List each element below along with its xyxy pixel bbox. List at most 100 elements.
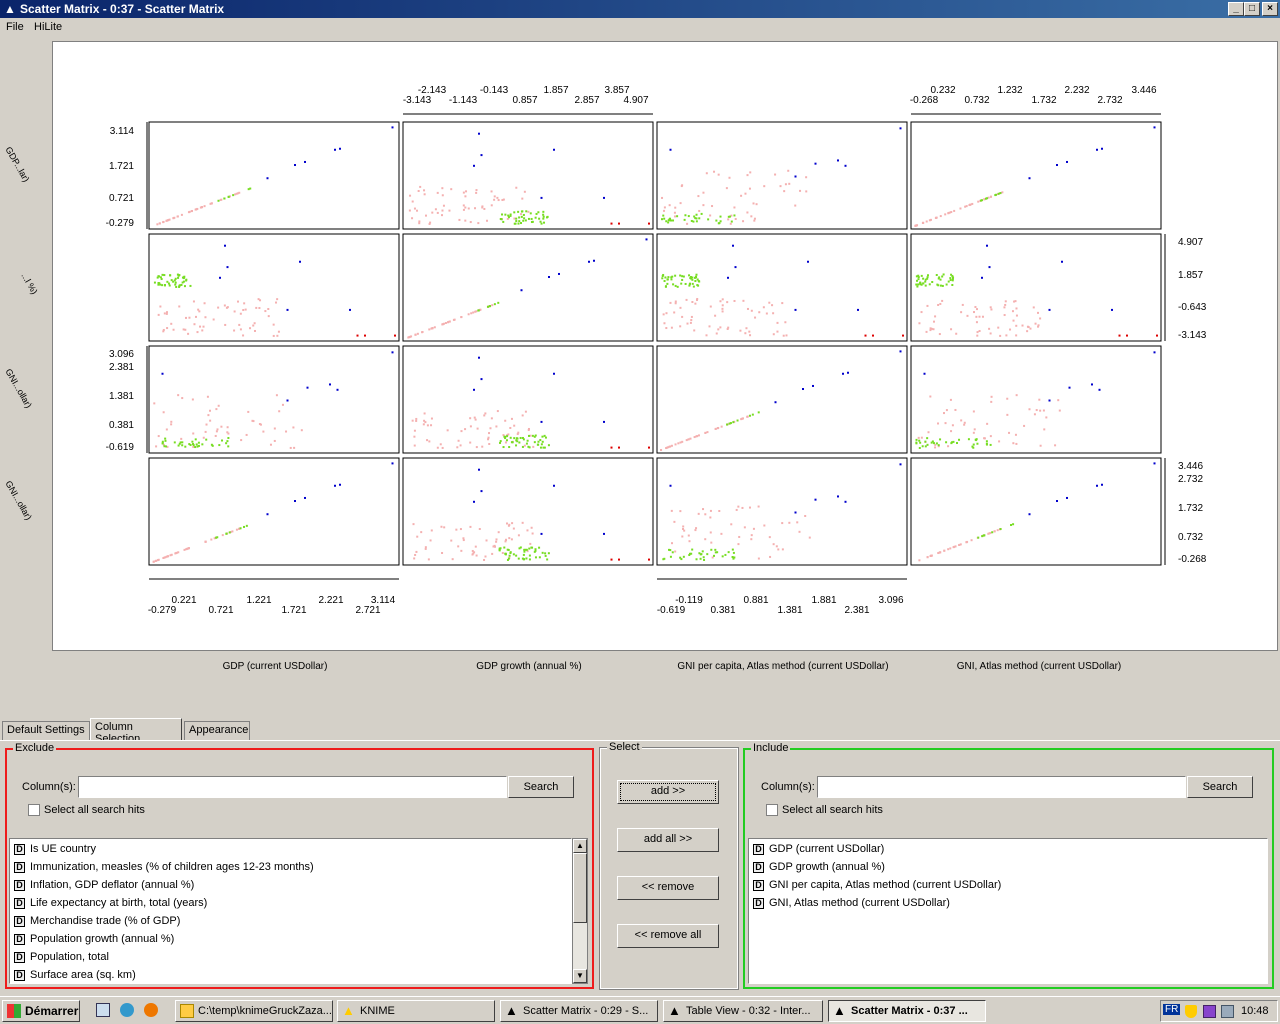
exclude-scrollbar[interactable]: ▲ ▼ xyxy=(572,838,588,984)
data-point xyxy=(529,212,532,215)
scatter-matrix-plot[interactable] xyxy=(52,41,1278,651)
data-point xyxy=(733,214,736,217)
exclude-list-item[interactable]: D Life expectancy at birth, total (years) xyxy=(10,894,571,912)
data-point xyxy=(689,321,692,324)
exclude-list-item[interactable]: D Population growth (annual %) xyxy=(10,930,571,948)
shield-icon[interactable] xyxy=(1185,1005,1197,1018)
data-point xyxy=(739,329,742,332)
data-point xyxy=(207,414,210,417)
ql-explorer-icon[interactable] xyxy=(96,1003,110,1017)
data-point xyxy=(781,302,784,305)
exclude-list-item[interactable]: D Is UE country xyxy=(10,840,571,858)
menu-hilite[interactable]: HiLite xyxy=(34,21,63,33)
ql-ie-icon[interactable] xyxy=(120,1003,134,1017)
data-point xyxy=(1001,191,1004,194)
data-point xyxy=(165,219,168,222)
data-point xyxy=(783,190,786,193)
include-select-all-checkbox[interactable] xyxy=(766,804,778,816)
data-point xyxy=(727,218,730,221)
data-point xyxy=(517,210,520,213)
data-point xyxy=(746,307,749,310)
data-point xyxy=(682,275,685,278)
taskbar-item-table-view[interactable]: ▲ Table View - 0:32 - Inter... xyxy=(663,1000,823,1022)
data-point xyxy=(1057,399,1060,402)
data-point xyxy=(418,220,421,223)
data-point xyxy=(306,386,309,389)
scroll-up-icon[interactable]: ▲ xyxy=(573,839,587,853)
data-point xyxy=(702,556,705,559)
taskbar-label-scatter-037: Scatter Matrix - 0:37 ... xyxy=(851,1005,968,1017)
exclude-list[interactable]: D Is UE country D Immunization, measles (% … xyxy=(9,838,572,984)
add-all-button[interactable]: add all >> xyxy=(617,828,719,852)
data-point xyxy=(706,553,709,556)
data-point xyxy=(702,204,705,207)
data-point xyxy=(991,531,994,534)
tab-default-settings[interactable]: Default Settings xyxy=(2,721,90,740)
data-point xyxy=(520,215,523,218)
lang-indicator[interactable]: FR xyxy=(1163,1004,1181,1015)
close-button[interactable]: × xyxy=(1262,2,1278,16)
scroll-thumb[interactable] xyxy=(573,853,587,923)
data-point xyxy=(690,319,693,322)
data-point xyxy=(693,215,696,218)
data-point xyxy=(163,556,166,559)
maximize-button[interactable]: □ xyxy=(1244,2,1260,16)
data-point xyxy=(740,418,743,421)
data-point xyxy=(518,547,521,550)
exclude-list-item[interactable]: D Inflation, GDP deflator (annual %) xyxy=(10,876,571,894)
exclude-list-item[interactable]: D Immunization, measles (% of children ag… xyxy=(10,858,571,876)
exclude-search-button[interactable]: Search xyxy=(508,776,574,798)
taskbar-item-folder[interactable]: C:\temp\knimeGruckZaza... xyxy=(175,1000,333,1022)
include-list-item[interactable]: D GDP (current USDollar) xyxy=(749,840,1267,858)
include-list[interactable]: D GDP (current USDollar) D GDP growth (annu… xyxy=(748,838,1268,984)
tray-app-icon[interactable] xyxy=(1203,1005,1216,1018)
taskbar-item-scatter-037[interactable]: ▲ Scatter Matrix - 0:37 ... xyxy=(828,1000,986,1022)
minimize-button[interactable]: _ xyxy=(1228,2,1244,16)
data-point xyxy=(952,276,955,279)
taskbar-item-knime[interactable]: ▲ KNIME xyxy=(337,1000,495,1022)
include-search-input[interactable] xyxy=(817,776,1186,798)
tab-column-selection[interactable]: Column Selection xyxy=(90,718,182,745)
data-point xyxy=(804,514,807,517)
data-point xyxy=(935,442,938,445)
exclude-list-item[interactable]: D Population, total xyxy=(10,948,571,966)
include-list-item[interactable]: D GDP growth (annual %) xyxy=(749,858,1267,876)
data-point xyxy=(156,276,159,279)
data-point xyxy=(493,303,496,306)
data-point xyxy=(481,206,484,209)
remove-button[interactable]: << remove xyxy=(617,876,719,900)
row-label-1: GDP...lar) xyxy=(3,145,32,184)
network-icon[interactable] xyxy=(1221,1005,1234,1018)
data-point xyxy=(930,554,933,557)
data-point xyxy=(155,445,158,448)
include-search-button[interactable]: Search xyxy=(1187,776,1253,798)
ql-firefox-icon[interactable] xyxy=(144,1003,158,1017)
exclude-list-item[interactable]: D Surface area (sq. km) xyxy=(10,966,571,983)
data-point xyxy=(523,444,526,447)
scroll-down-icon[interactable]: ▼ xyxy=(573,969,587,983)
data-point xyxy=(169,554,172,557)
menu-file[interactable]: File xyxy=(6,21,24,33)
remove-all-button[interactable]: << remove all xyxy=(617,924,719,948)
data-point xyxy=(727,276,729,279)
data-point xyxy=(426,439,429,442)
data-point xyxy=(691,300,694,303)
data-point xyxy=(1035,409,1038,412)
exclude-search-input[interactable] xyxy=(78,776,507,798)
exclude-select-all-checkbox[interactable] xyxy=(28,804,40,816)
include-list-item[interactable]: D GNI, Atlas method (current USDollar) xyxy=(749,894,1267,912)
add-button[interactable]: add >> xyxy=(617,780,719,804)
include-list-item[interactable]: D GNI per capita, Atlas method (current U… xyxy=(749,876,1267,894)
data-point xyxy=(512,553,515,556)
taskbar-item-scatter-029[interactable]: ▲ Scatter Matrix - 0:29 - S... xyxy=(500,1000,658,1022)
tick-label: -0.119 xyxy=(675,595,703,606)
exclude-list-item[interactable]: D Merchandise trade (% of GDP) xyxy=(10,912,571,930)
data-point xyxy=(194,446,197,449)
tab-appearance[interactable]: Appearance xyxy=(184,721,250,740)
data-point xyxy=(755,203,758,206)
data-point xyxy=(464,219,467,222)
start-button[interactable]: Démarrer xyxy=(2,1000,80,1022)
tick-label: 1.857 xyxy=(543,85,569,96)
data-point xyxy=(422,423,425,426)
data-point xyxy=(259,423,262,426)
